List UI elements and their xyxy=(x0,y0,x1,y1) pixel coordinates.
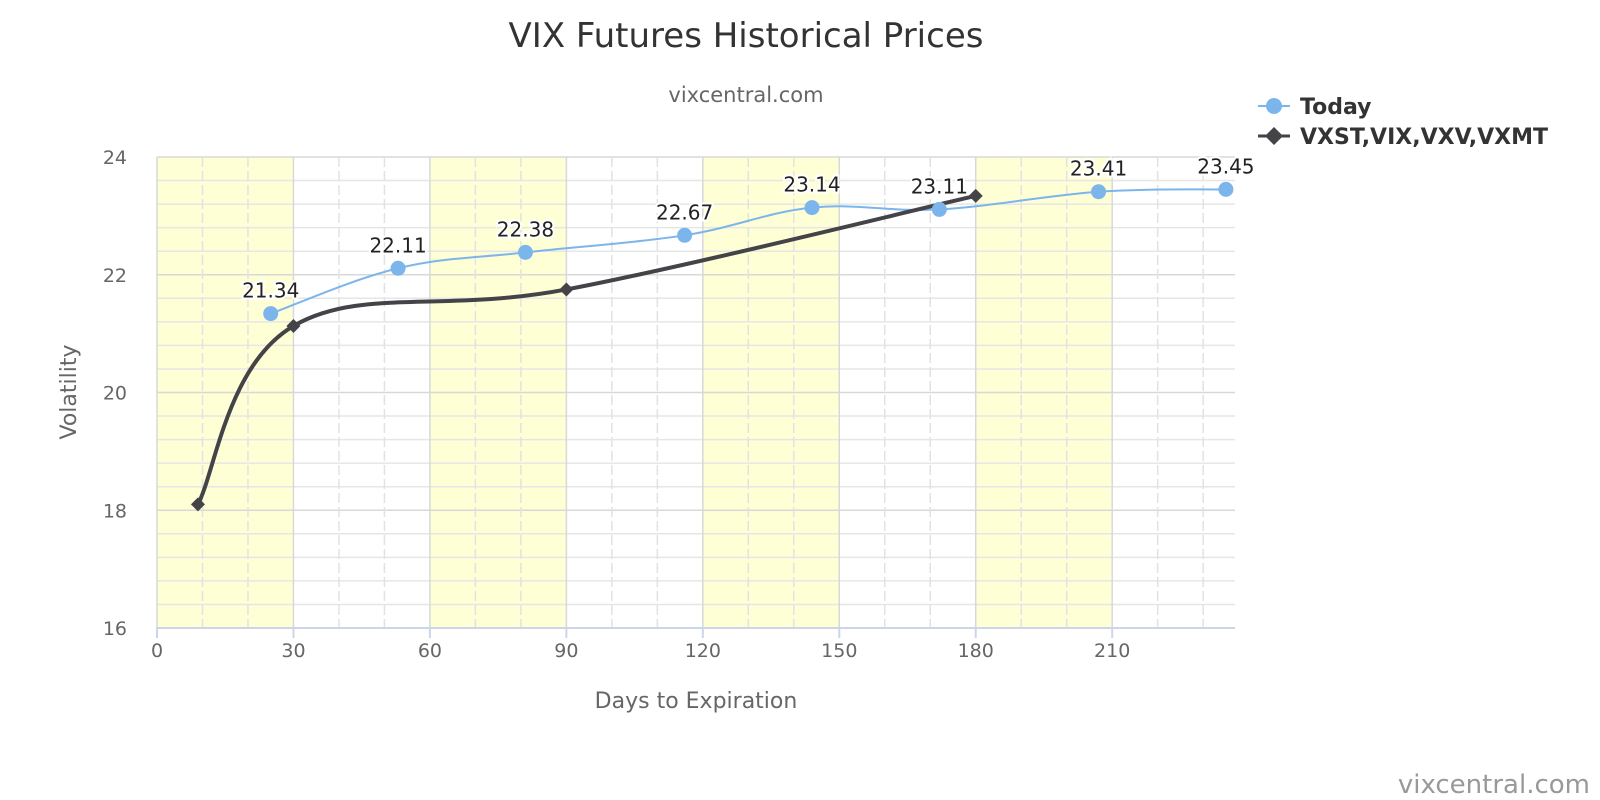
legend-item-vxst-vix-vxv-vxmt[interactable]: VXST,VIX,VXV,VXMT xyxy=(1258,125,1548,150)
x-tick-label: 210 xyxy=(1094,640,1130,662)
today-point[interactable] xyxy=(804,200,820,216)
today-data-label: 23.41 xyxy=(1070,157,1127,181)
legend-circle-marker-icon xyxy=(1266,98,1282,114)
today-point[interactable] xyxy=(931,201,947,217)
today-data-label: 22.11 xyxy=(369,233,426,257)
today-data-label: 22.38 xyxy=(497,217,554,241)
y-axis-title: Volatility xyxy=(57,344,82,439)
legend-item-today[interactable]: Today xyxy=(1258,95,1371,120)
legend-label-today: Today xyxy=(1300,95,1371,120)
x-tick-label: 60 xyxy=(418,640,442,662)
series-line-curve xyxy=(196,193,977,506)
legend-diamond-marker-icon xyxy=(1265,127,1283,145)
chart-title: VIX Futures Historical Prices xyxy=(509,16,984,56)
credit-link[interactable]: vixcentral.com xyxy=(1398,770,1590,800)
today-point[interactable] xyxy=(263,306,279,322)
today-data-label: 23.14 xyxy=(783,173,840,197)
x-tick-label: 0 xyxy=(151,640,163,662)
curve-point[interactable] xyxy=(968,188,983,203)
axes xyxy=(156,627,1235,638)
x-tick-label: 90 xyxy=(554,640,578,662)
y-tick-label: 22 xyxy=(103,265,127,287)
y-tick-label: 20 xyxy=(103,383,127,405)
today-data-label: 23.11 xyxy=(911,174,968,198)
x-tick-label: 30 xyxy=(281,640,305,662)
today-data-label: 23.45 xyxy=(1197,154,1254,178)
x-tick-labels: 0 30 60 90 120 150 180 210 xyxy=(151,640,1130,662)
series-line-today xyxy=(270,188,1226,315)
gridlines xyxy=(156,156,1235,629)
curve-point[interactable] xyxy=(286,318,301,333)
today-point[interactable] xyxy=(677,227,693,243)
today-data-label: 21.34 xyxy=(242,279,299,303)
today-point[interactable] xyxy=(1218,181,1234,197)
y-tick-label: 18 xyxy=(103,500,127,522)
y-tick-labels: 16 18 20 22 24 xyxy=(103,147,127,640)
curve-point[interactable] xyxy=(559,282,574,297)
y-tick-label: 24 xyxy=(103,147,127,169)
today-point[interactable] xyxy=(390,260,406,276)
today-point[interactable] xyxy=(517,244,533,260)
data-labels: 21.34 22.11 22.38 22.67 23.14 23.11 23.41 23.45 xyxy=(240,152,1256,304)
curve-point[interactable] xyxy=(190,497,205,512)
chart-subtitle: vixcentral.com xyxy=(668,83,823,107)
legend-label-curve: VXST,VIX,VXV,VXMT xyxy=(1300,125,1548,150)
y-tick-label: 16 xyxy=(103,618,127,640)
x-tick-label: 150 xyxy=(821,640,857,662)
x-tick-label: 120 xyxy=(685,640,721,662)
x-axis-title: Days to Expiration xyxy=(595,689,798,714)
series-layer xyxy=(190,181,1234,512)
x-tick-label: 180 xyxy=(958,640,994,662)
legend[interactable]: Today VXST,VIX,VXV,VXMT xyxy=(1258,95,1548,150)
today-data-label: 22.67 xyxy=(656,200,713,224)
today-point[interactable] xyxy=(1091,184,1107,200)
